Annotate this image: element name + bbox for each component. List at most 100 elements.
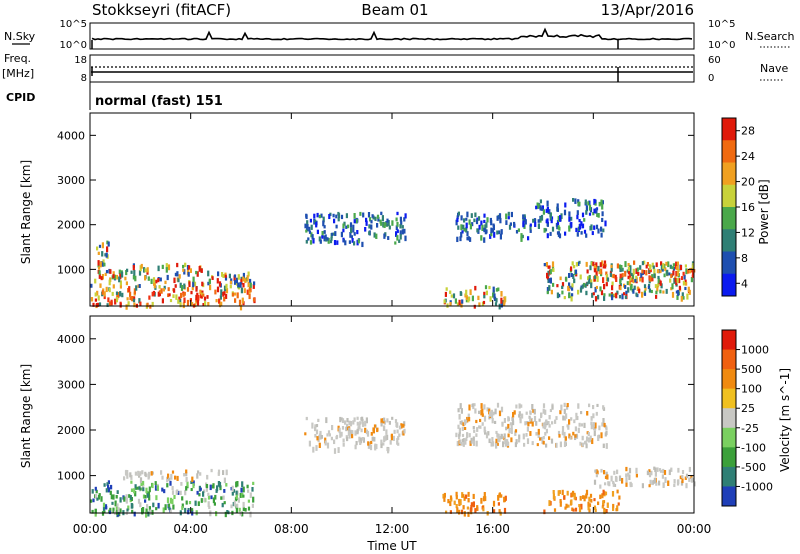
scatter-cell (571, 492, 574, 497)
station-title: Stokkseyri (fitACF) (92, 1, 231, 19)
scatter-cell (354, 430, 357, 436)
scatter-cell (502, 441, 505, 448)
scatter-cell (492, 500, 496, 507)
scatter-cell (222, 291, 225, 297)
scatter-cell (604, 482, 607, 486)
scatter-cell (678, 278, 681, 284)
colorbar-segment (722, 162, 736, 186)
scatter-cell (543, 227, 546, 233)
scatter-cell (246, 275, 249, 281)
scatter-cell (183, 283, 186, 289)
colorbar-segment (722, 140, 736, 163)
scatter-cell (399, 216, 402, 222)
scatter-cell (191, 476, 194, 483)
scatter-cell (312, 446, 315, 453)
scatter-cell (337, 447, 340, 453)
scatter-cell (98, 493, 101, 497)
scatter-cell (207, 302, 210, 307)
scatter-cell (570, 499, 573, 505)
scatter-cell (253, 281, 256, 286)
scatter-cell (328, 214, 331, 220)
scatter-cell (464, 427, 467, 431)
scatter-cell (587, 501, 590, 508)
scatter-cell (629, 285, 633, 291)
scatter-cell (589, 493, 593, 498)
scatter-cell (315, 221, 318, 228)
scatter-cell (161, 487, 164, 492)
scatter-cell (654, 284, 657, 289)
scatter-cell (617, 502, 620, 506)
scatter-cell (169, 509, 172, 514)
scatter-cell (467, 491, 470, 497)
x-tick-label: 20:00 (576, 522, 611, 536)
scatter-cell (106, 482, 109, 486)
scatter-cell (591, 231, 594, 236)
scatter-cell (676, 294, 679, 300)
scatter-cell (570, 273, 573, 278)
scatter-cell (595, 262, 598, 268)
scatter-cell (383, 233, 386, 239)
scatter-cell (101, 262, 105, 267)
scatter-cell (243, 288, 246, 294)
scatter-cell (670, 467, 673, 472)
scatter-cell (537, 223, 540, 229)
scatter-cell (373, 436, 376, 442)
scatter-cell (605, 443, 608, 449)
scatter-cell (510, 211, 513, 218)
scatter-cell (136, 486, 139, 490)
scatter-cell (105, 488, 108, 493)
scatter-cell (236, 481, 239, 487)
x-tick-label: 00:00 (677, 522, 712, 536)
scatter-cell (364, 427, 367, 433)
scatter-cell (456, 215, 459, 220)
scatter-cell (155, 279, 158, 284)
scatter-cell (605, 427, 608, 431)
scatter-cell (170, 473, 173, 480)
scatter-cell (675, 261, 678, 267)
scatter-cell (688, 289, 691, 295)
scatter-cell (557, 430, 561, 435)
scatter-cell (323, 225, 326, 229)
scatter-cell (142, 494, 146, 499)
scatter-cell (469, 507, 472, 512)
scatter-cell (207, 501, 210, 508)
scatter-cell (468, 296, 471, 301)
scatter-cell (326, 433, 329, 437)
scatter-cell (327, 237, 330, 244)
scatter-cell (669, 278, 672, 283)
freq-left-top-tick: 18 (74, 55, 87, 66)
scatter-cell (492, 286, 495, 293)
scatter-cell (143, 267, 146, 273)
scatter-cell (132, 298, 136, 303)
scatter-cell (96, 290, 99, 296)
colorbar-segment (722, 408, 736, 429)
colorbar-segment (722, 118, 736, 141)
scatter-cell (181, 503, 184, 508)
scatter-cell (575, 412, 578, 417)
scatter-cell (605, 471, 608, 477)
scatter-cell (616, 263, 619, 269)
scatter-cell (311, 422, 314, 429)
scatter-cell (107, 297, 110, 303)
scatter-cell (460, 408, 463, 414)
scatter-cell (236, 292, 239, 299)
scatter-cell (627, 271, 630, 275)
scatter-cell (603, 422, 606, 428)
scatter-cell (578, 504, 581, 508)
scatter-cell (593, 479, 597, 485)
scatter-cell (460, 224, 463, 231)
scatter-cell (564, 202, 567, 208)
scatter-cell (449, 302, 452, 306)
scatter-cell (147, 276, 150, 281)
scatter-cell (199, 472, 202, 476)
scatter-cell (575, 227, 578, 233)
scatter-cell (592, 422, 595, 428)
scatter-cell (184, 507, 187, 514)
scatter-cell (333, 240, 337, 246)
scatter-cell (342, 443, 345, 447)
scatter-cell (461, 420, 464, 426)
scatter-cell (129, 296, 132, 301)
x-tick-label: 16:00 (475, 522, 510, 536)
scatter-cell (496, 215, 499, 221)
scatter-cell (383, 425, 386, 430)
